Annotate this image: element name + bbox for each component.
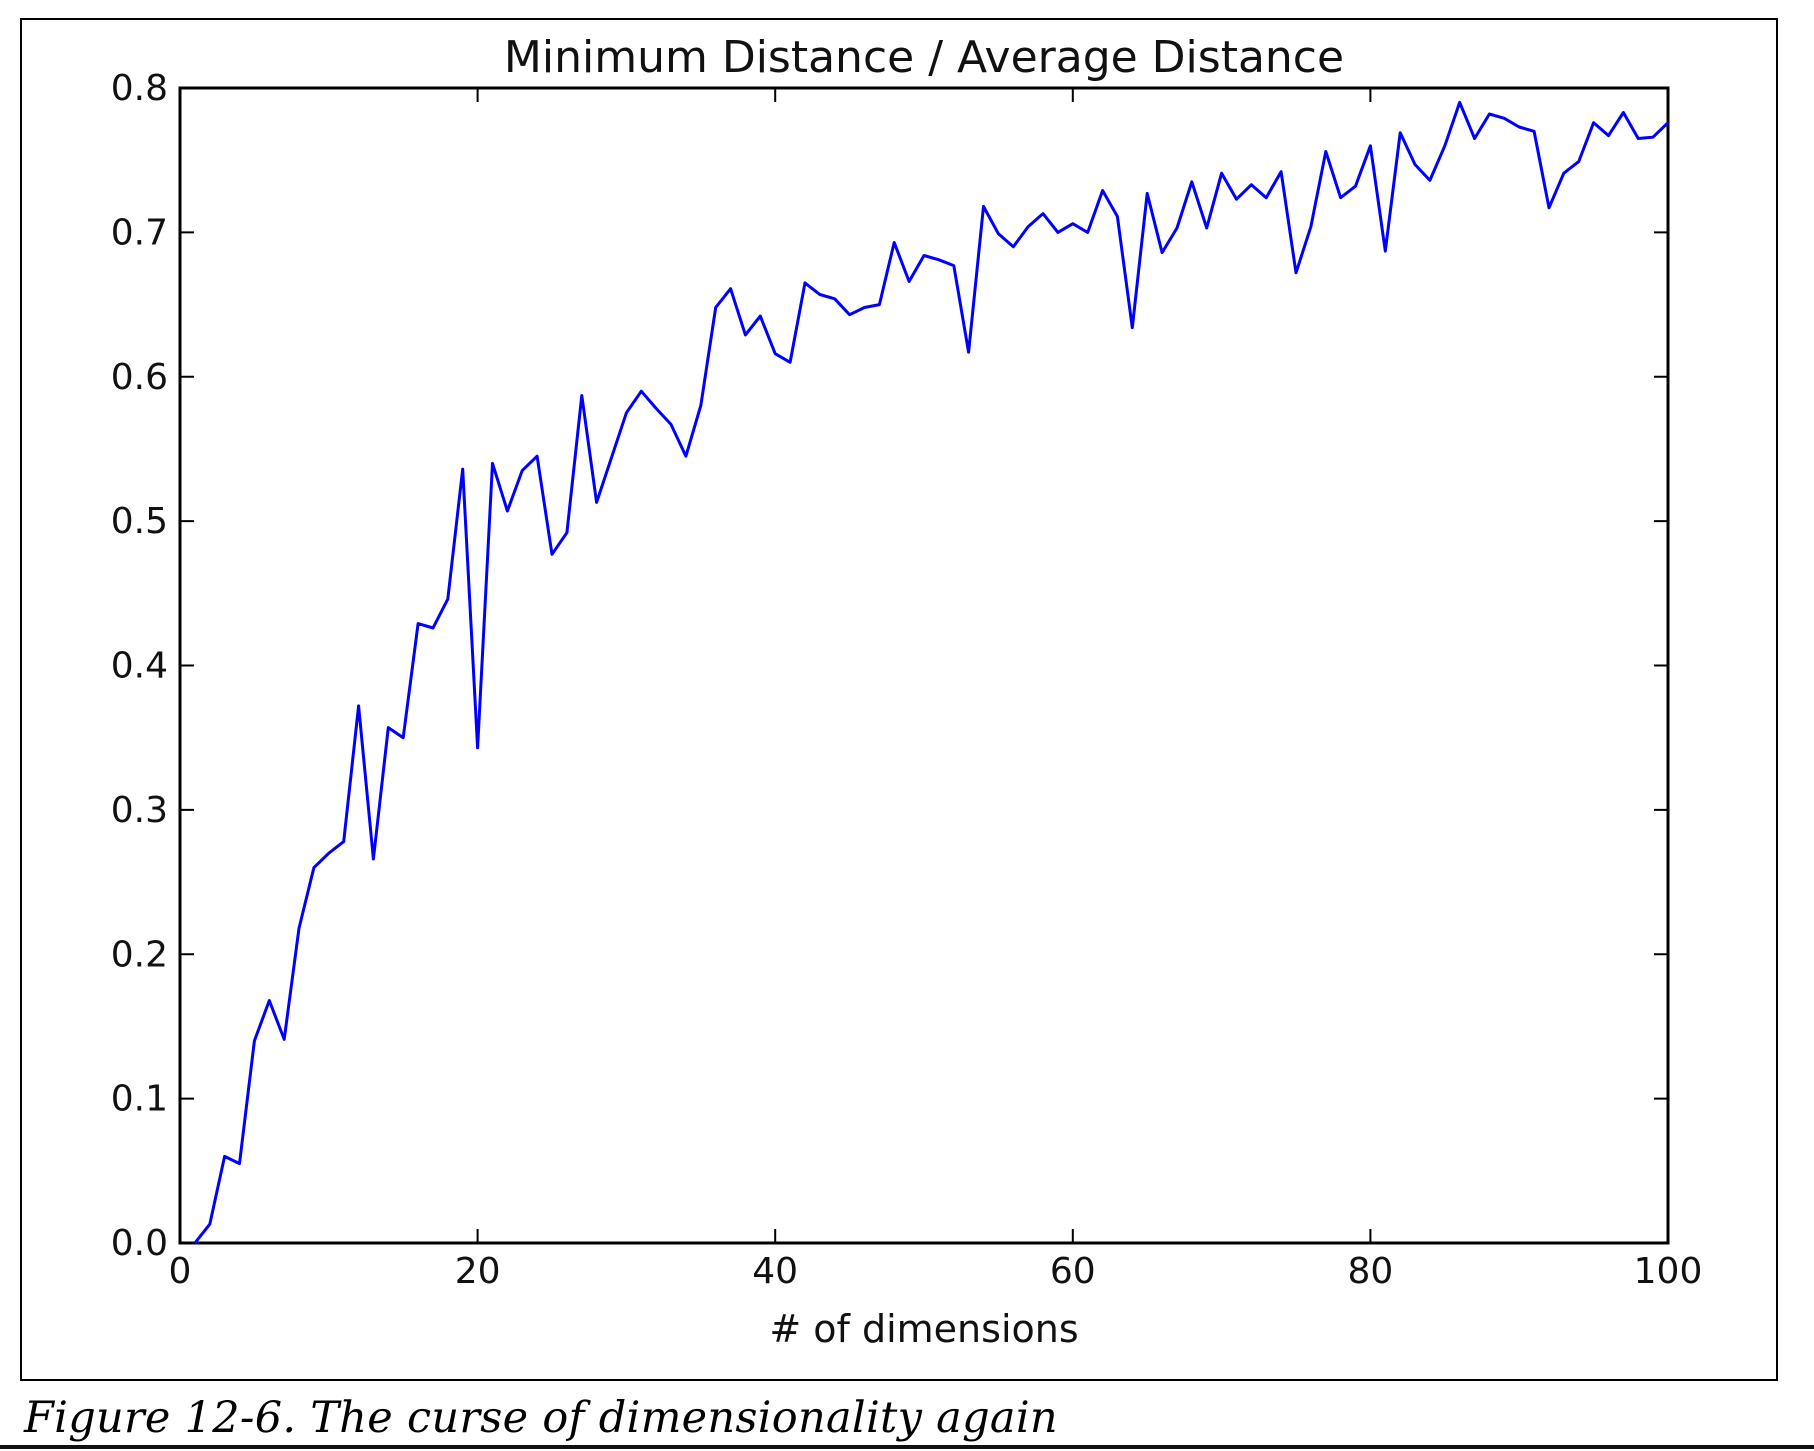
y-tick-label: 0.6: [111, 357, 168, 398]
x-tick-label: 20: [455, 1251, 501, 1292]
x-tick-label: 100: [1634, 1251, 1703, 1292]
y-tick-label: 0.3: [111, 790, 168, 831]
x-tick-label: 80: [1347, 1251, 1393, 1292]
x-tick-label: 40: [752, 1251, 798, 1292]
y-tick-label: 0.5: [111, 501, 168, 542]
x-axis-title: # of dimensions: [769, 1307, 1078, 1351]
figure-caption: Figure 12-6. The curse of dimensionality…: [24, 1393, 1058, 1443]
x-tick-label: 60: [1050, 1251, 1096, 1292]
plot-area: [178, 86, 1670, 1245]
figure-frame: Minimum Distance / Average Distance 0.0 0…: [20, 18, 1778, 1381]
series-layer: [193, 100, 1670, 1244]
x-tick-label: 0: [169, 1251, 192, 1292]
caption-rule: [0, 1445, 1814, 1449]
y-axis-ticks: 0.0 0.1 0.2 0.3 0.4 0.5 0.6 0.7 0.8: [111, 68, 1668, 1264]
y-tick-label: 0.4: [111, 646, 168, 687]
chart-title: Minimum Distance / Average Distance: [504, 32, 1344, 83]
y-tick-label: 0.2: [111, 934, 168, 975]
line-chart: Minimum Distance / Average Distance 0.00…: [111, 32, 1703, 1351]
y-tick-label: 0.1: [111, 1079, 168, 1120]
x-axis-ticks: 0 20 40 60 80 100: [169, 88, 1703, 1292]
series-line: [193, 100, 1670, 1244]
y-tick-label: 0.7: [111, 212, 168, 253]
y-tick-label: 0.8: [111, 68, 168, 109]
y-tick-label: 0.0: [111, 1223, 168, 1264]
